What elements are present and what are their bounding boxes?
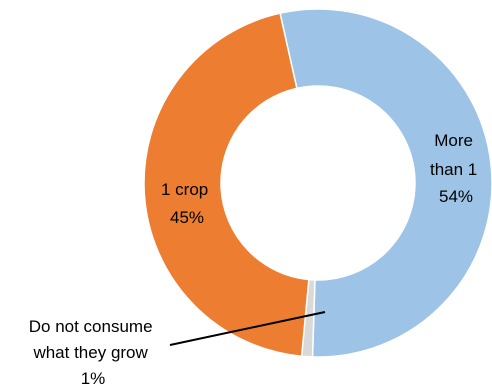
small-slice-leader-line xyxy=(169,311,326,346)
slice-label-more-than-1: More than 1 54% xyxy=(430,131,482,206)
slice-1-crop xyxy=(143,12,310,358)
slice-label-do-not-consume: Do not consume what they grow 1% xyxy=(29,317,158,387)
donut-slices xyxy=(143,8,492,358)
slice-more-than-1 xyxy=(279,8,492,358)
slice-label-1-crop: 1 crop 45% xyxy=(161,180,213,227)
